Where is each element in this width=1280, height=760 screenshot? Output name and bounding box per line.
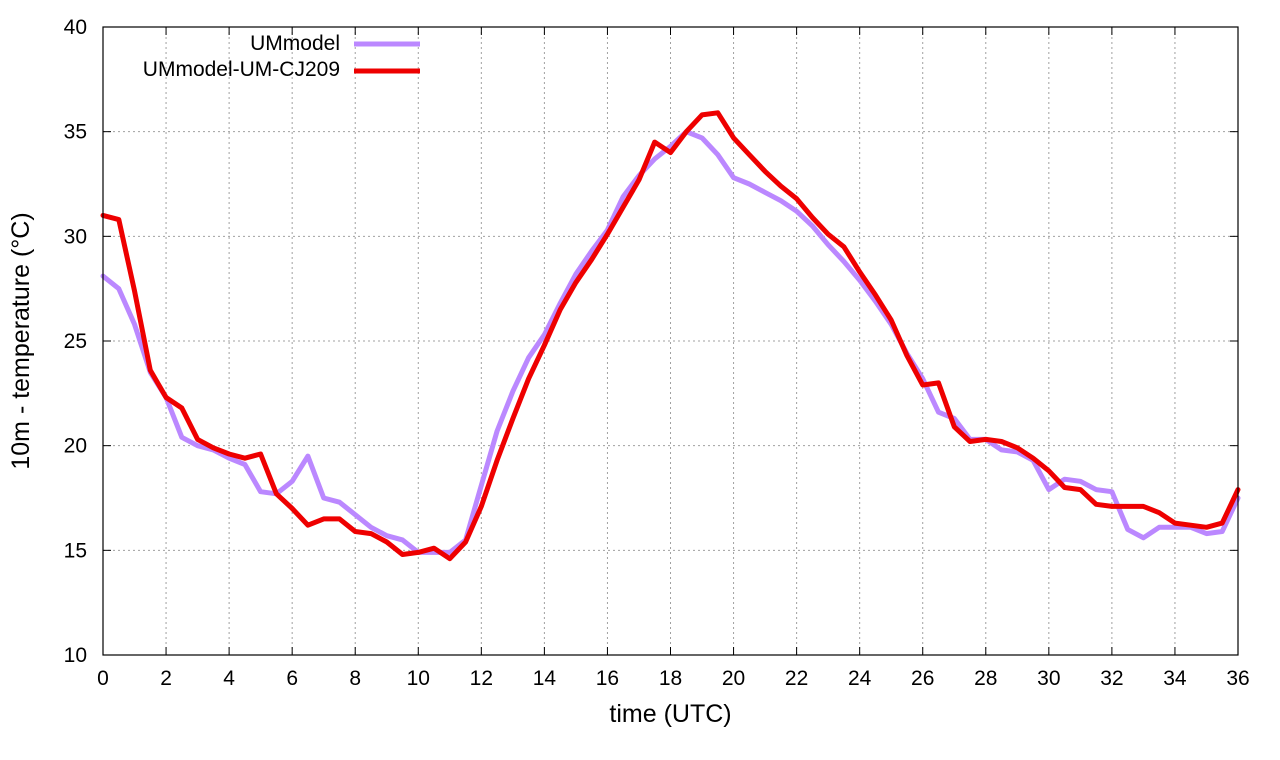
y-axis-title: 10m - temperature (°C) <box>7 212 35 469</box>
x-tick-label: 30 <box>1037 667 1060 690</box>
x-tick-label: 28 <box>974 667 997 690</box>
legend-label-ummodel: UMmodel <box>250 32 340 55</box>
y-tick-label: 15 <box>64 539 87 562</box>
series-line-ummodel <box>100 129 1241 555</box>
y-tick-label: 20 <box>64 435 87 458</box>
x-tick-label: 36 <box>1226 667 1249 690</box>
x-tick-label: 4 <box>223 667 235 690</box>
x-tick-label: 10 <box>407 667 430 690</box>
x-tick-label: 32 <box>1100 667 1123 690</box>
x-tick-label: 0 <box>97 667 109 690</box>
x-axis-title: time (UTC) <box>609 700 731 728</box>
x-tick-label: 16 <box>596 667 619 690</box>
x-axis-ticks: 0 2 4 6 8 10 12 14 16 18 20 22 24 26 28 30 32 34 36 <box>97 27 1250 690</box>
y-tick-label: 25 <box>64 330 87 353</box>
y-axis-ticks: 10 15 20 25 30 35 40 <box>64 16 1238 667</box>
y-tick-label: 30 <box>64 225 87 248</box>
x-tick-label: 20 <box>722 667 745 690</box>
x-tick-label: 8 <box>349 667 361 690</box>
x-tick-label: 14 <box>533 667 557 690</box>
y-tick-label: 35 <box>64 121 87 144</box>
x-tick-label: 22 <box>785 667 808 690</box>
x-tick-label: 24 <box>848 667 872 690</box>
x-tick-label: 12 <box>470 667 493 690</box>
series-lines <box>100 110 1241 562</box>
y-tick-label: 40 <box>64 16 87 39</box>
y-tick-label: 10 <box>64 644 87 667</box>
series-line-ummodel-um-cj209 <box>100 110 1241 562</box>
legend: UMmodel UMmodel-UM-CJ209 <box>143 32 420 81</box>
legend-label-ummodel-um-cj209: UMmodel-UM-CJ209 <box>143 58 340 81</box>
grid-lines <box>103 27 1238 655</box>
x-tick-label: 2 <box>160 667 172 690</box>
x-tick-label: 26 <box>911 667 934 690</box>
x-tick-label: 34 <box>1163 667 1187 690</box>
x-tick-label: 6 <box>286 667 298 690</box>
x-tick-label: 18 <box>659 667 682 690</box>
